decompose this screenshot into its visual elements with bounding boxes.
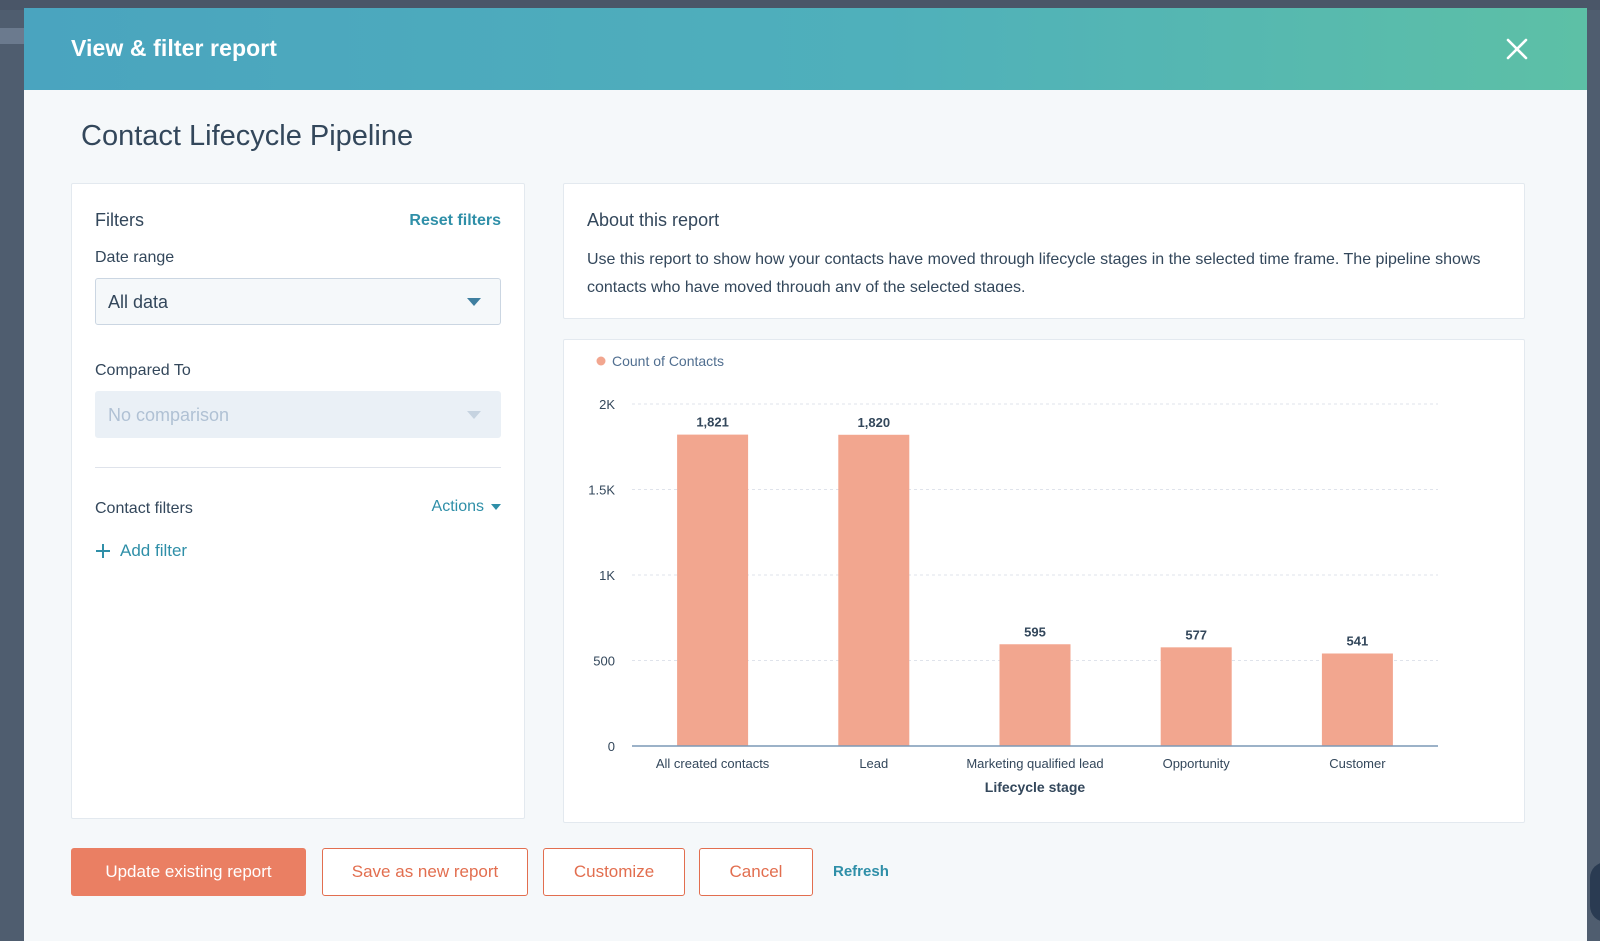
chart-panel: Count of Contacts 0 500 1K 1.5K 2K 1,821 All cr… [563,339,1525,823]
compared-to-value: No comparison [108,405,230,425]
bar [999,644,1071,746]
backdrop [0,0,1600,10]
bar-value-label: 1,820 [858,415,891,430]
report-title: Contact Lifecycle Pipeline [81,120,414,152]
bar [1160,647,1232,746]
chat-widget-button[interactable] [1590,862,1600,922]
view-filter-report-modal: View & filter report Contact Lifecycle P… [24,8,1587,941]
bar [838,434,910,746]
x-tick-label: Lead [859,756,888,771]
bar-value-label: 577 [1185,627,1207,642]
bar-value-label: 541 [1347,633,1369,648]
date-range-label: Date range [95,249,175,266]
actions-label: Actions [431,498,484,515]
y-tick-label: 0 [608,739,615,754]
chevron-down-icon [467,298,481,306]
date-range-value: All data [108,292,169,312]
x-tick-label: Opportunity [1163,756,1231,771]
filters-heading: Filters [95,210,144,230]
chevron-down-icon [467,411,481,419]
bar-chart: Count of Contacts 0 500 1K 1.5K 2K 1,821 All cr… [588,353,1438,795]
date-range-select[interactable]: All data [95,278,501,325]
modal-header: View & filter report [24,8,1587,90]
customize-button[interactable]: Customize [543,848,685,896]
y-tick-label: 1K [599,568,615,583]
backdrop-partial-element [0,28,24,44]
reset-filters-link[interactable]: Reset filters [409,212,501,229]
legend-label: Count of Contacts [612,353,724,369]
chevron-down-icon [491,503,501,510]
close-icon[interactable] [1504,36,1530,62]
compared-to-label: Compared To [95,362,191,379]
bar [677,434,749,746]
update-existing-report-button[interactable]: Update existing report [71,848,306,896]
legend-marker [596,356,606,366]
y-tick-label: 1.5K [588,483,615,498]
divider [95,467,501,468]
bar [1321,653,1393,746]
modal-title: View & filter report [71,35,278,61]
about-heading: About this report [587,210,720,230]
about-report-panel: About this report Use this report to sho… [563,183,1525,319]
x-tick-label: All created contacts [656,756,770,771]
bar-value-label: 595 [1024,624,1046,639]
y-tick-label: 2K [599,397,615,412]
contact-filters-label: Contact filters [95,500,193,517]
x-axis-title: Lifecycle stage [985,779,1086,795]
plus-icon [95,543,111,559]
about-description: Use this report to show how your contact… [587,251,1481,292]
refresh-link[interactable]: Refresh [833,863,889,880]
add-filter-link[interactable]: Add filter [95,541,187,561]
x-tick-label: Marketing qualified lead [966,756,1103,771]
compared-to-select[interactable]: No comparison [95,391,501,438]
actions-dropdown[interactable]: Actions [432,498,501,516]
bar-value-label: 1,821 [696,415,729,430]
y-tick-label: 500 [593,654,615,669]
filters-panel: Filters Reset filters Date range All dat… [71,183,525,819]
cancel-button[interactable]: Cancel [699,848,813,896]
add-filter-label: Add filter [120,541,188,560]
save-as-new-report-button[interactable]: Save as new report [322,848,528,896]
x-tick-label: Customer [1329,756,1386,771]
